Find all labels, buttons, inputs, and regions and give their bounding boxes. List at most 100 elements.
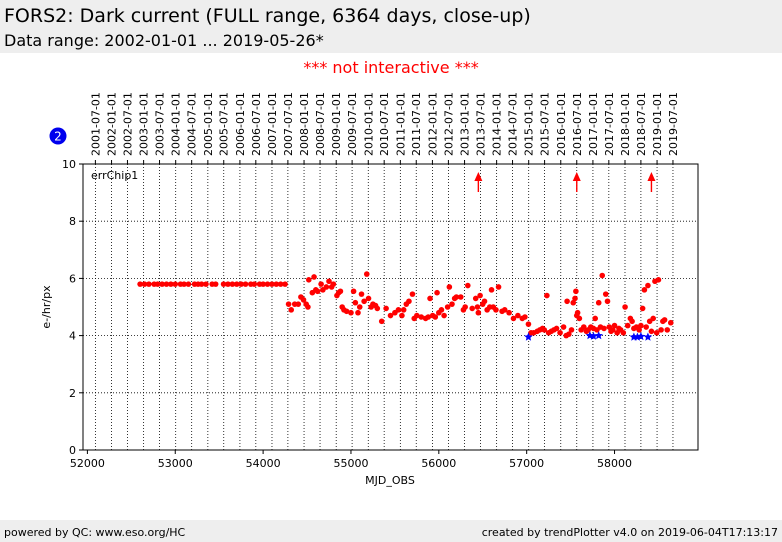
data-point (441, 312, 447, 319)
data-point (620, 329, 627, 336)
data-point (305, 304, 311, 310)
data-point (638, 322, 644, 329)
data-point (544, 292, 550, 299)
data-point (611, 322, 618, 329)
data-point (225, 281, 231, 287)
data-point (305, 277, 312, 283)
footer-bar: powered by QC: www.eso.org/HC created by… (0, 520, 782, 542)
top-date-label: 2015-01-01 (523, 92, 536, 156)
star-point (589, 331, 598, 340)
data-point (285, 301, 292, 307)
data-point (648, 328, 655, 335)
data-point (282, 281, 288, 287)
top-date-label: 2007-01-01 (266, 92, 279, 156)
data-point (288, 307, 295, 313)
data-point (465, 282, 471, 289)
data-point (570, 299, 577, 306)
data-point (251, 281, 258, 287)
data-point (560, 324, 567, 330)
data-point (609, 327, 616, 333)
data-point (355, 309, 361, 316)
top-date-label: 2005-07-01 (218, 92, 231, 156)
top-date-label: 2015-07-01 (539, 92, 552, 156)
data-point (318, 281, 324, 287)
data-point (363, 271, 370, 277)
star-point (643, 332, 653, 341)
data-point (356, 304, 363, 310)
data-point (212, 281, 219, 287)
data-point (449, 301, 455, 307)
star-point (633, 332, 642, 341)
data-point (564, 298, 570, 305)
top-date-label: 2002-01-01 (106, 92, 119, 156)
data-point (572, 295, 578, 302)
page-title: FORS2: Dark current (FULL range, 6364 da… (4, 5, 531, 27)
data-point (541, 327, 548, 333)
data-point (602, 291, 609, 297)
data-point (592, 315, 599, 322)
data-point (137, 281, 143, 287)
data-point (580, 324, 587, 330)
top-date-label: 2004-07-01 (186, 92, 199, 156)
data-point (444, 304, 451, 310)
plot-number-badge[interactable]: 2 (49, 127, 67, 145)
data-point (154, 281, 161, 287)
data-point (522, 314, 528, 320)
data-point (399, 312, 405, 319)
data-point (414, 312, 420, 319)
data-point (343, 308, 350, 315)
top-date-label: 2002-07-01 (121, 92, 134, 156)
data-point (277, 281, 284, 287)
badge-number: 2 (54, 130, 62, 144)
data-point (667, 319, 674, 326)
data-point (622, 304, 628, 310)
data-point (493, 307, 499, 313)
data-point (599, 272, 606, 279)
data-point (406, 298, 412, 305)
offscale-arrow-head (572, 172, 581, 181)
data-point (242, 281, 249, 287)
data-point (378, 318, 385, 325)
data-point (453, 294, 460, 300)
data-point (418, 314, 425, 320)
data-point (220, 281, 227, 287)
top-date-label: 2008-01-01 (298, 92, 311, 156)
data-point (472, 295, 479, 302)
data-point (181, 281, 187, 287)
top-date-label: 2011-01-01 (394, 92, 407, 156)
data-point (233, 281, 240, 287)
data-point (146, 281, 152, 287)
data-point (269, 281, 275, 287)
top-date-label: 2014-07-01 (507, 92, 520, 156)
data-point (352, 299, 359, 306)
y-tick-label: 4 (69, 330, 76, 343)
data-point (159, 281, 165, 287)
data-point (574, 309, 581, 316)
data-point (495, 284, 502, 290)
data-point (409, 291, 416, 297)
top-date-label: 2010-01-01 (362, 92, 375, 156)
y-tick-label: 2 (69, 387, 76, 400)
x-tick-label: 58000 (597, 457, 632, 470)
not-interactive-notice: *** not interactive *** (303, 58, 479, 77)
data-point (300, 297, 307, 303)
x-tick-label: 56000 (421, 457, 456, 470)
data-point (462, 304, 468, 310)
top-date-label: 2018-07-01 (635, 92, 648, 156)
data-point (365, 295, 372, 302)
y-axis-label: e-/hr/px (40, 285, 53, 329)
legend-label: errChip1 (91, 169, 138, 182)
data-point (566, 331, 572, 337)
data-point (438, 307, 445, 313)
data-point (643, 324, 649, 330)
data-point (664, 327, 671, 333)
top-date-label: 2001-07-01 (89, 92, 102, 156)
top-date-label: 2012-07-01 (442, 92, 455, 156)
offscale-arrow-head (647, 172, 656, 181)
data-point (374, 305, 381, 312)
top-date-label: 2009-01-01 (330, 92, 343, 156)
data-point (400, 307, 407, 313)
data-point (350, 288, 357, 295)
top-date-label: 2006-07-01 (250, 92, 263, 156)
